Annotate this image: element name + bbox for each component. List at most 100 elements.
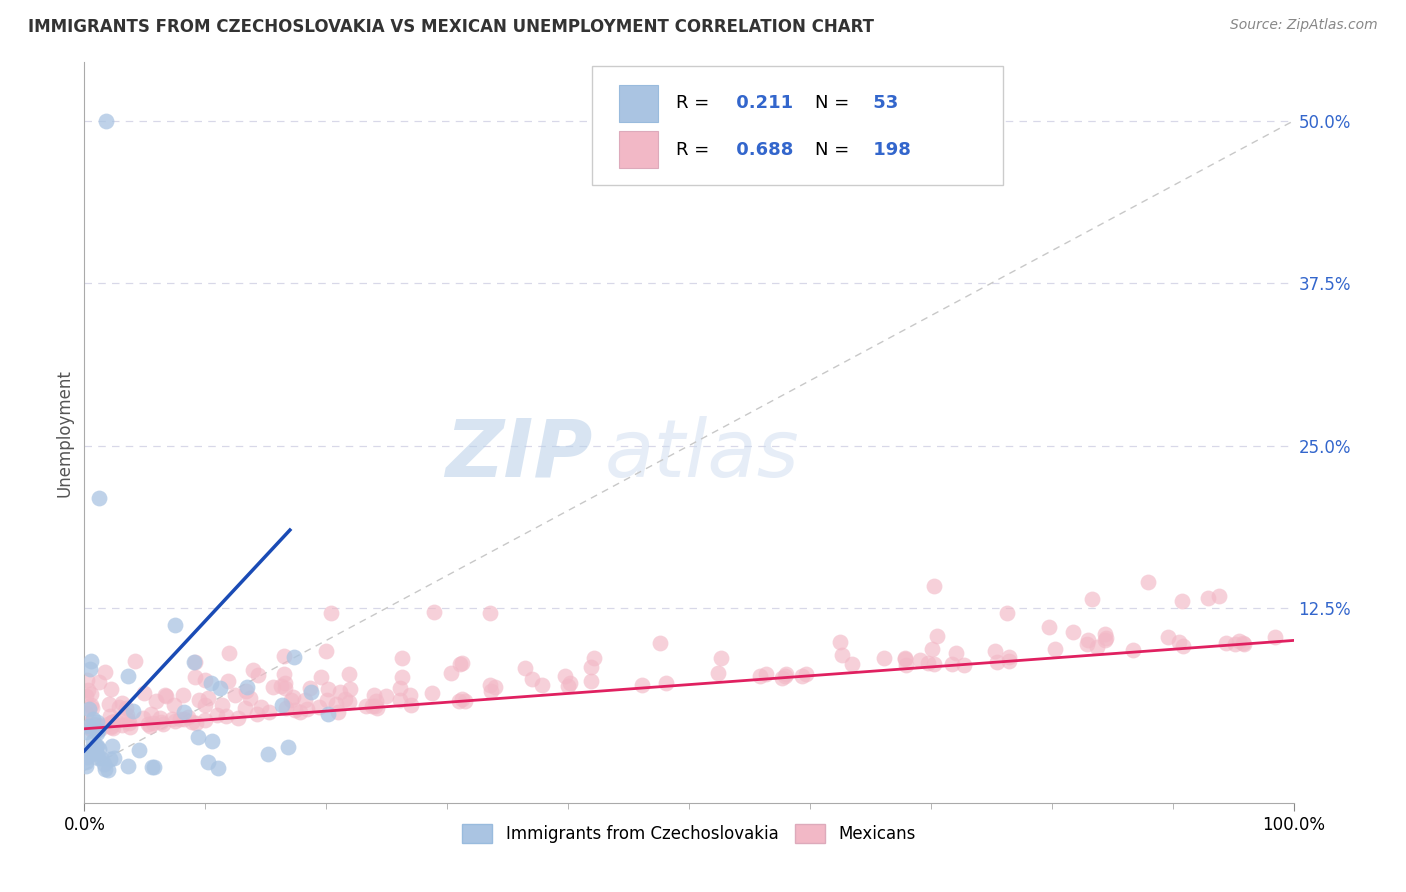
Point xyxy=(283,690,305,704)
Point xyxy=(90,751,112,765)
Point xyxy=(236,680,259,694)
Point xyxy=(790,669,813,683)
Point xyxy=(152,717,174,731)
Point xyxy=(94,665,117,680)
Point xyxy=(1233,637,1256,651)
Point xyxy=(298,681,321,695)
Point xyxy=(274,675,297,690)
Point xyxy=(363,688,385,702)
Point xyxy=(201,734,224,748)
Point xyxy=(117,758,139,772)
Point xyxy=(297,702,319,716)
Point xyxy=(995,606,1018,620)
Point xyxy=(921,642,943,657)
Point xyxy=(925,629,948,643)
Text: R =: R = xyxy=(676,95,709,112)
Point xyxy=(218,647,240,661)
Point xyxy=(270,679,292,693)
Point xyxy=(197,690,219,705)
Point xyxy=(104,714,127,729)
Point xyxy=(775,669,797,683)
Point xyxy=(208,681,231,695)
Point xyxy=(447,694,470,708)
Point xyxy=(124,654,146,668)
Point xyxy=(388,693,411,707)
Point xyxy=(274,701,297,715)
Point xyxy=(86,714,108,729)
Point xyxy=(479,678,502,692)
Point xyxy=(319,606,342,620)
Point xyxy=(513,661,536,675)
Text: Source: ZipAtlas.com: Source: ZipAtlas.com xyxy=(1230,18,1378,32)
Point xyxy=(579,660,602,674)
Point xyxy=(107,700,129,714)
Point xyxy=(98,697,121,711)
Point xyxy=(214,709,236,723)
Point xyxy=(138,718,160,732)
Point xyxy=(710,651,733,665)
Point xyxy=(82,743,104,757)
Point xyxy=(169,712,191,726)
Point xyxy=(655,676,678,690)
Point xyxy=(953,657,976,672)
Point xyxy=(87,719,110,733)
Point xyxy=(122,704,145,718)
Point xyxy=(908,653,931,667)
Point xyxy=(87,750,110,764)
Point xyxy=(84,739,107,754)
Point xyxy=(87,723,110,738)
Point xyxy=(77,744,100,758)
Point xyxy=(187,730,209,744)
Point xyxy=(583,650,606,665)
Point xyxy=(308,700,330,714)
Point xyxy=(1094,633,1116,648)
Point xyxy=(423,606,446,620)
Point xyxy=(132,685,155,699)
Point xyxy=(997,650,1019,665)
Point xyxy=(141,759,163,773)
Point xyxy=(136,717,159,731)
Point xyxy=(986,655,1008,669)
Point xyxy=(79,655,101,669)
Point xyxy=(173,705,195,719)
Point xyxy=(84,742,107,756)
Point xyxy=(399,688,422,702)
Point xyxy=(558,675,581,690)
Point xyxy=(479,606,502,620)
Point xyxy=(246,668,269,682)
Point xyxy=(1171,639,1194,653)
Point xyxy=(271,698,294,712)
Point xyxy=(77,719,100,733)
Point xyxy=(1122,642,1144,657)
Text: N =: N = xyxy=(814,141,849,159)
Point xyxy=(873,650,896,665)
Point xyxy=(339,695,361,709)
FancyBboxPatch shape xyxy=(592,66,1004,185)
Point xyxy=(325,697,347,711)
Point xyxy=(197,755,219,769)
Point xyxy=(1229,634,1251,648)
Point xyxy=(450,691,472,706)
Point xyxy=(186,715,208,730)
Point xyxy=(205,708,228,723)
Point xyxy=(339,682,361,697)
Point xyxy=(77,702,100,716)
Point xyxy=(100,720,122,734)
Point xyxy=(82,734,104,748)
Point xyxy=(1215,636,1237,650)
Text: R =: R = xyxy=(676,141,709,159)
Point xyxy=(1168,635,1191,649)
Point xyxy=(354,698,377,713)
Point xyxy=(165,714,187,728)
Point xyxy=(1087,640,1109,654)
Point xyxy=(998,655,1021,669)
Point xyxy=(1223,637,1246,651)
Point xyxy=(97,717,120,731)
Point xyxy=(117,708,139,723)
Point xyxy=(1137,574,1160,589)
Point xyxy=(1077,633,1099,648)
Point xyxy=(984,644,1007,658)
Point xyxy=(316,682,339,697)
Point xyxy=(84,718,107,732)
Point xyxy=(76,749,98,764)
